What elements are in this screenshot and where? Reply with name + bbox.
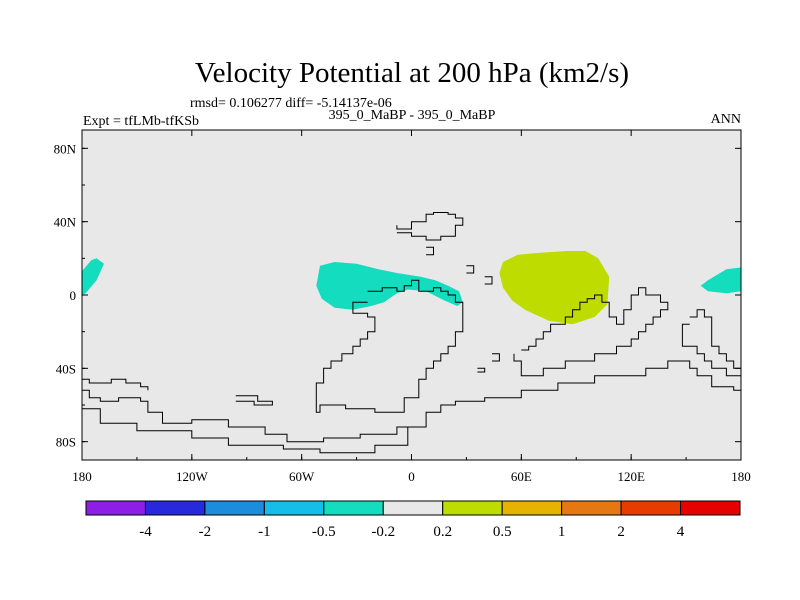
x-axis-ticks: 180 120W 60W 0 60E 120E 180 bbox=[72, 130, 751, 484]
x-tick-label: 60E bbox=[511, 469, 532, 484]
x-tick-label: 180 bbox=[72, 469, 92, 484]
colorbar-label: -0.5 bbox=[312, 524, 336, 540]
outline-south-america-tip bbox=[235, 395, 273, 406]
outline-arabia-india bbox=[513, 287, 669, 377]
outline-europe-asia-north bbox=[396, 212, 464, 241]
outline-island-a bbox=[426, 246, 434, 256]
outline-east-antarctic-coast bbox=[407, 360, 741, 428]
contour-indian-ocean-positive bbox=[499, 251, 610, 325]
colorbar-swatch bbox=[501, 500, 563, 516]
colorbar-swatch bbox=[85, 500, 146, 516]
outline-iberia-africa bbox=[315, 279, 464, 413]
contour-atlantic-negative bbox=[316, 262, 463, 310]
colorbar-label: -1 bbox=[258, 524, 271, 540]
colorbar-swatch bbox=[620, 500, 682, 516]
x-tick-label: 0 bbox=[408, 469, 415, 484]
x-tick-label: 120E bbox=[617, 469, 645, 484]
colorbar-label: 1 bbox=[558, 524, 566, 540]
stats-text: rmsd= 0.106277 diff= -5.14137e-06 bbox=[190, 96, 392, 111]
colorbar-swatch bbox=[680, 500, 741, 516]
y-tick-label: 80N bbox=[54, 141, 77, 156]
y-tick-label: 0 bbox=[70, 288, 77, 303]
colorbar-label: -2 bbox=[199, 524, 212, 540]
colorbar: -4 -2 -1 -0.5 -0.2 0.2 0.5 1 2 4 bbox=[85, 500, 741, 540]
y-axis-ticks: 80N 40N 0 40S 80S bbox=[54, 141, 741, 450]
map-plot: 180 120W 60W 0 60E 120E 180 80N 40N 0 40S 80S bbox=[54, 129, 751, 484]
colorbar-label: 2 bbox=[617, 524, 625, 540]
outline-island-e bbox=[477, 367, 486, 373]
outline-island-d bbox=[492, 353, 500, 362]
colorbar-label: 0.2 bbox=[433, 524, 452, 540]
colorbar-swatch bbox=[204, 500, 265, 516]
chart-title: Velocity Potential at 200 hPa (km2/s) bbox=[195, 57, 629, 89]
experiment-label: Expt = tfLMb-tfKSb bbox=[83, 114, 199, 129]
outline-island-b bbox=[466, 265, 475, 274]
colorbar-label: 4 bbox=[677, 524, 685, 540]
colorbar-label: -0.2 bbox=[371, 524, 395, 540]
outline-island-c bbox=[484, 276, 493, 285]
colorbar-swatch bbox=[382, 500, 444, 516]
case-label: 395_0_MaBP - 395_0_MaBP bbox=[329, 108, 496, 123]
season-label: ANN bbox=[711, 112, 741, 127]
x-tick-label: 60W bbox=[289, 469, 315, 484]
y-tick-label: 80S bbox=[56, 435, 76, 450]
colorbar-swatch bbox=[323, 500, 384, 516]
x-tick-label: 120W bbox=[176, 469, 209, 484]
colorbar-label: -4 bbox=[139, 524, 152, 540]
colorbar-swatch bbox=[442, 500, 503, 516]
colorbar-label: 0.5 bbox=[493, 524, 512, 540]
colorbar-swatch bbox=[144, 500, 206, 516]
outline-southern-ocean-line bbox=[82, 378, 149, 391]
y-tick-label: 40N bbox=[54, 215, 77, 230]
contour-dateline-east-negative bbox=[700, 267, 741, 294]
contour-fills bbox=[82, 251, 741, 325]
landmass-outlines bbox=[82, 212, 742, 454]
contour-dateline-west-negative bbox=[82, 258, 104, 295]
colorbar-swatch bbox=[263, 500, 325, 516]
x-tick-label: 180 bbox=[731, 469, 751, 484]
outline-antarctica-west bbox=[82, 389, 409, 454]
colorbar-swatch bbox=[561, 500, 622, 516]
y-tick-label: 40S bbox=[56, 361, 76, 376]
map-background bbox=[82, 130, 741, 460]
